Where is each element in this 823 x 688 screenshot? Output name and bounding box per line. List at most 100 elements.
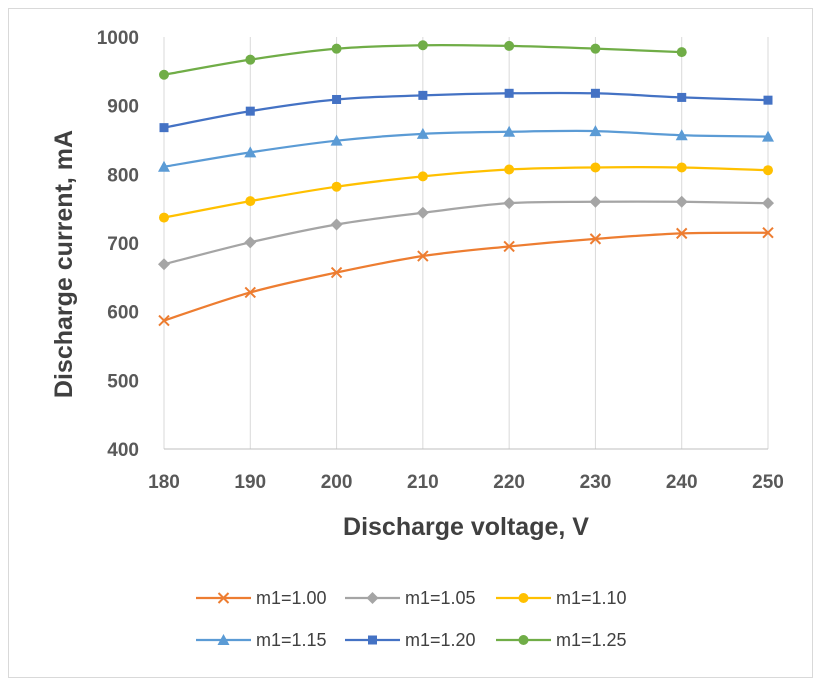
- data-point: [158, 314, 170, 327]
- data-point: [676, 227, 688, 240]
- x-tick-label: 230: [580, 472, 612, 493]
- data-point: [504, 164, 515, 175]
- data-point: [158, 258, 170, 271]
- data-point: [330, 218, 343, 231]
- data-point: [245, 106, 255, 116]
- y-axis-title: Discharge current, mA: [50, 130, 78, 398]
- x-tick-label: 190: [234, 472, 266, 493]
- data-point: [675, 195, 688, 208]
- data-point: [762, 197, 774, 210]
- y-tick-labels: 400 500 600 700 800 900 1000: [97, 28, 139, 461]
- data-point: [244, 146, 257, 158]
- data-point: [418, 90, 428, 100]
- data-point: [158, 160, 170, 172]
- x-tick-label: 240: [666, 472, 698, 493]
- series-m1=1.00: [158, 226, 774, 327]
- data-point: [330, 134, 343, 146]
- data-point: [417, 250, 429, 262]
- y-tick-label: 700: [107, 234, 139, 255]
- data-point: [503, 197, 516, 210]
- legend-marker: [217, 634, 230, 645]
- series-m1=1.20: [159, 88, 773, 133]
- y-tick-label: 400: [107, 440, 139, 461]
- legend-label: m1=1.10: [556, 588, 627, 608]
- data-point: [330, 266, 343, 279]
- legend-marker: [217, 592, 230, 604]
- data-point: [417, 171, 428, 182]
- series-line: [163, 91, 769, 129]
- legend-label: m1=1.15: [256, 630, 327, 650]
- legend-label: m1=1.20: [405, 630, 476, 650]
- x-tick-label: 210: [407, 472, 439, 493]
- x-tick-label: 180: [148, 472, 180, 493]
- x-tick-labels: 180 190 200 210 220 230 240 250: [148, 472, 784, 493]
- data-point: [331, 181, 342, 192]
- data-point: [763, 165, 773, 176]
- series-m1=1.10: [159, 162, 773, 223]
- legend-label: m1=1.25: [556, 630, 627, 650]
- data-point: [675, 129, 688, 141]
- series-line: [163, 166, 769, 219]
- data-point: [676, 47, 687, 58]
- data-point: [244, 236, 257, 249]
- x-axis-title: Discharge voltage, V: [343, 513, 589, 541]
- data-point: [159, 212, 169, 223]
- data-point: [504, 40, 515, 51]
- data-point: [416, 127, 429, 139]
- data-point: [677, 92, 687, 102]
- data-point: [503, 240, 515, 253]
- legend-marker: [518, 593, 529, 603]
- y-tick-label: 500: [107, 371, 139, 392]
- legend-item: m1=1.05: [345, 588, 476, 608]
- legend-marker: [366, 592, 379, 604]
- data-point: [590, 162, 601, 173]
- x-tick-label: 220: [493, 472, 525, 493]
- data-point: [417, 40, 428, 51]
- data-point: [590, 43, 601, 54]
- legend-item: m1=1.00: [196, 588, 327, 608]
- legend-item: m1=1.25: [496, 630, 627, 650]
- data-point: [589, 233, 602, 245]
- x-tick-label: 200: [321, 472, 353, 493]
- legend-marker: [368, 635, 377, 645]
- data-point: [589, 125, 602, 137]
- x-tick-label: 250: [752, 472, 784, 493]
- data-point: [763, 95, 773, 105]
- data-point: [416, 206, 429, 219]
- series-m1=1.15: [158, 125, 774, 172]
- y-tick-label: 800: [107, 165, 139, 186]
- data-point: [503, 125, 516, 137]
- data-point: [159, 123, 169, 133]
- series-line: [163, 231, 769, 322]
- legend-label: m1=1.00: [256, 588, 327, 608]
- data-point: [159, 69, 169, 80]
- legend-item: m1=1.15: [196, 630, 327, 650]
- legend-item: m1=1.20: [345, 630, 476, 650]
- data-point: [245, 196, 256, 207]
- data-point: [589, 195, 602, 208]
- data-point: [762, 130, 774, 142]
- legend-marker: [518, 635, 529, 645]
- data-point: [245, 54, 256, 65]
- series-m1=1.25: [159, 40, 687, 80]
- data-point: [331, 43, 342, 54]
- legend: m1=1.00 m1=1.05 m1=1.10 m1=1.15 m1=1.20 m1=1.…: [196, 588, 627, 650]
- series-group: [158, 40, 774, 327]
- series-line: [163, 129, 769, 168]
- data-point: [332, 94, 342, 104]
- data-point: [590, 88, 600, 98]
- y-tick-label: 900: [107, 97, 139, 118]
- data-point: [504, 88, 514, 98]
- gridlines: [163, 37, 769, 449]
- data-point: [762, 226, 774, 239]
- chart-frame: [8, 8, 813, 678]
- legend-label: m1=1.05: [405, 588, 476, 608]
- y-tick-label: 600: [107, 303, 139, 324]
- y-tick-label: 1000: [97, 28, 139, 49]
- series-line: [163, 200, 769, 266]
- series-m1=1.05: [158, 195, 774, 271]
- data-point: [676, 162, 687, 173]
- data-point: [244, 286, 256, 299]
- legend-item: m1=1.10: [496, 588, 627, 608]
